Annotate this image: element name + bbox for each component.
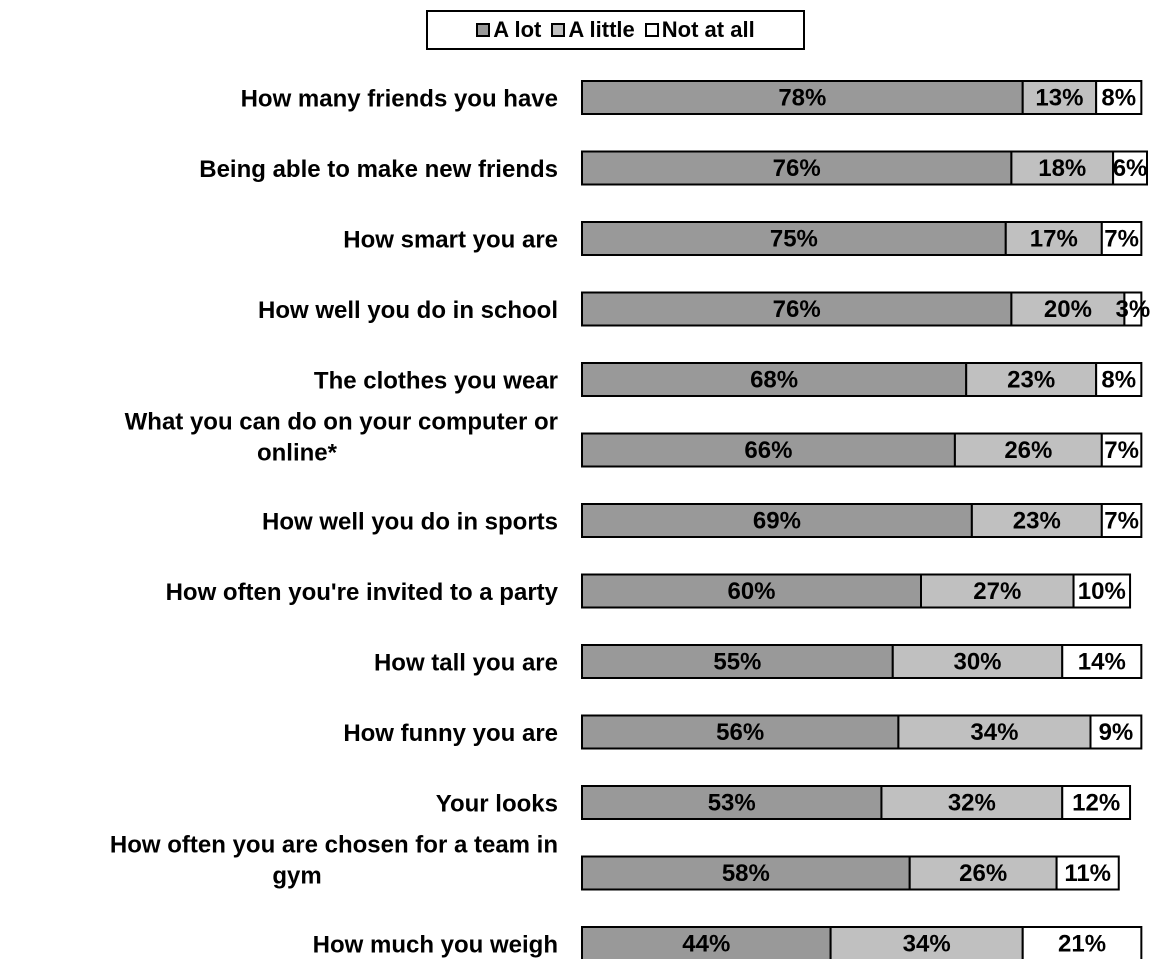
data-label-not-at-all: 7% <box>1104 437 1139 464</box>
category-label: How often you are chosen for a team in <box>110 832 558 859</box>
data-label-a-lot: 60% <box>727 578 775 605</box>
legend-item-a-little: A little <box>551 17 635 43</box>
data-label-a-little: 34% <box>903 931 951 958</box>
legend-swatch-not-at-all <box>644 23 659 37</box>
bar-segment-not-at-all <box>1123 291 1143 327</box>
data-label-a-little: 27% <box>973 578 1021 605</box>
chart-legend: A lot A little Not at all <box>426 10 805 50</box>
bar-segment-not-at-all <box>1100 221 1143 256</box>
data-label-a-lot: 56% <box>716 719 764 746</box>
data-label-not-at-all: 3% <box>1116 296 1151 323</box>
bar-segment-not-at-all <box>1100 432 1143 468</box>
data-label-a-lot: 78% <box>778 85 826 112</box>
data-label-a-little: 13% <box>1035 85 1083 112</box>
category-label: Being able to make new friends <box>199 156 558 183</box>
bar-segment-a-lot <box>581 362 968 397</box>
data-label-a-lot: 55% <box>713 649 761 676</box>
data-label-not-at-all: 7% <box>1104 508 1139 535</box>
category-label: How many friends you have <box>241 86 558 113</box>
bar-segment-not-at-all <box>1089 714 1143 750</box>
legend-item-a-lot: A lot <box>476 17 541 43</box>
bar-segment-not-at-all <box>1112 150 1148 186</box>
category-label: How tall you are <box>374 650 558 677</box>
bar-segment-a-little <box>920 573 1075 609</box>
data-label-a-little: 20% <box>1044 296 1092 323</box>
data-label-a-lot: 76% <box>773 296 821 323</box>
bar-segment-a-lot <box>581 926 832 959</box>
bar-segment-a-little <box>891 644 1064 679</box>
data-label-a-little: 34% <box>970 719 1018 746</box>
bar-segment-a-little <box>1010 291 1126 327</box>
bar-segment-a-lot <box>581 80 1024 115</box>
data-label-not-at-all: 7% <box>1104 226 1139 253</box>
data-label-not-at-all: 12% <box>1072 790 1120 817</box>
data-label-not-at-all: 8% <box>1101 85 1136 112</box>
data-label-not-at-all: 8% <box>1101 367 1136 394</box>
bar-segment-not-at-all <box>1100 503 1143 538</box>
data-label-a-little: 32% <box>948 790 996 817</box>
category-label: gym <box>272 863 321 890</box>
data-label-not-at-all: 9% <box>1099 719 1134 746</box>
bar-segment-a-lot <box>581 644 894 679</box>
legend-label-a-lot: A lot <box>493 17 542 42</box>
legend-label-not-at-all: Not at all <box>661 17 755 42</box>
category-label: How well you do in school <box>258 297 558 324</box>
bar-segment-a-lot <box>581 855 911 891</box>
bar-segment-a-little <box>897 714 1092 750</box>
bar-segment-a-lot <box>581 503 973 538</box>
category-label: How smart you are <box>343 227 558 254</box>
data-label-a-little: 23% <box>1013 508 1061 535</box>
bar-segment-a-lot <box>581 573 922 609</box>
bar-segment-a-lot <box>581 432 956 468</box>
data-label-a-little: 17% <box>1030 226 1078 253</box>
data-label-a-lot: 68% <box>750 367 798 394</box>
bar-segment-a-little <box>908 855 1058 891</box>
bar-segment-a-little <box>965 362 1098 397</box>
category-label: How well you do in sports <box>262 509 558 536</box>
data-label-a-lot: 58% <box>722 860 770 887</box>
bar-segment-a-little <box>880 785 1064 820</box>
data-label-a-lot: 75% <box>770 226 818 253</box>
data-label-a-lot: 53% <box>708 790 756 817</box>
category-label: How often you're invited to a party <box>166 579 559 606</box>
category-label: How funny you are <box>343 720 558 747</box>
bar-segment-not-at-all <box>1055 855 1120 891</box>
bar-segment-not-at-all <box>1095 80 1143 115</box>
bar-segment-not-at-all <box>1072 573 1132 609</box>
bar-segment-not-at-all <box>1021 926 1143 959</box>
data-label-not-at-all: 21% <box>1058 931 1106 958</box>
data-label-a-little: 26% <box>959 860 1007 887</box>
category-label: What you can do on your computer or <box>125 409 558 436</box>
category-label: online* <box>257 440 338 467</box>
data-label-a-lot: 66% <box>744 437 792 464</box>
category-label: How much you weigh <box>313 932 558 959</box>
bar-segment-not-at-all <box>1095 362 1143 397</box>
data-label-a-little: 26% <box>1004 437 1052 464</box>
data-label-a-little: 18% <box>1038 155 1086 182</box>
legend-swatch-a-lot <box>476 23 491 37</box>
legend-label-a-little: A little <box>568 17 635 42</box>
bar-segment-not-at-all <box>1061 785 1132 820</box>
category-label: Your looks <box>436 791 558 818</box>
bar-segment-a-lot <box>581 714 900 750</box>
data-label-a-little: 23% <box>1007 367 1055 394</box>
data-label-not-at-all: 6% <box>1113 155 1148 182</box>
data-label-not-at-all: 11% <box>1064 860 1111 887</box>
legend-swatch-a-little <box>551 23 566 37</box>
legend-item-not-at-all: Not at all <box>644 17 755 43</box>
data-label-a-lot: 76% <box>773 155 821 182</box>
bar-segment-a-little <box>970 503 1103 538</box>
data-label-a-little: 30% <box>953 649 1001 676</box>
data-label-a-lot: 44% <box>682 931 730 958</box>
bar-segment-a-lot <box>581 221 1007 256</box>
data-label-not-at-all: 10% <box>1078 578 1126 605</box>
bar-segment-not-at-all <box>1061 644 1143 679</box>
data-label-not-at-all: 14% <box>1078 649 1126 676</box>
bar-segment-a-little <box>953 432 1103 468</box>
data-label-a-lot: 69% <box>753 508 801 535</box>
category-label: The clothes you wear <box>314 368 558 395</box>
